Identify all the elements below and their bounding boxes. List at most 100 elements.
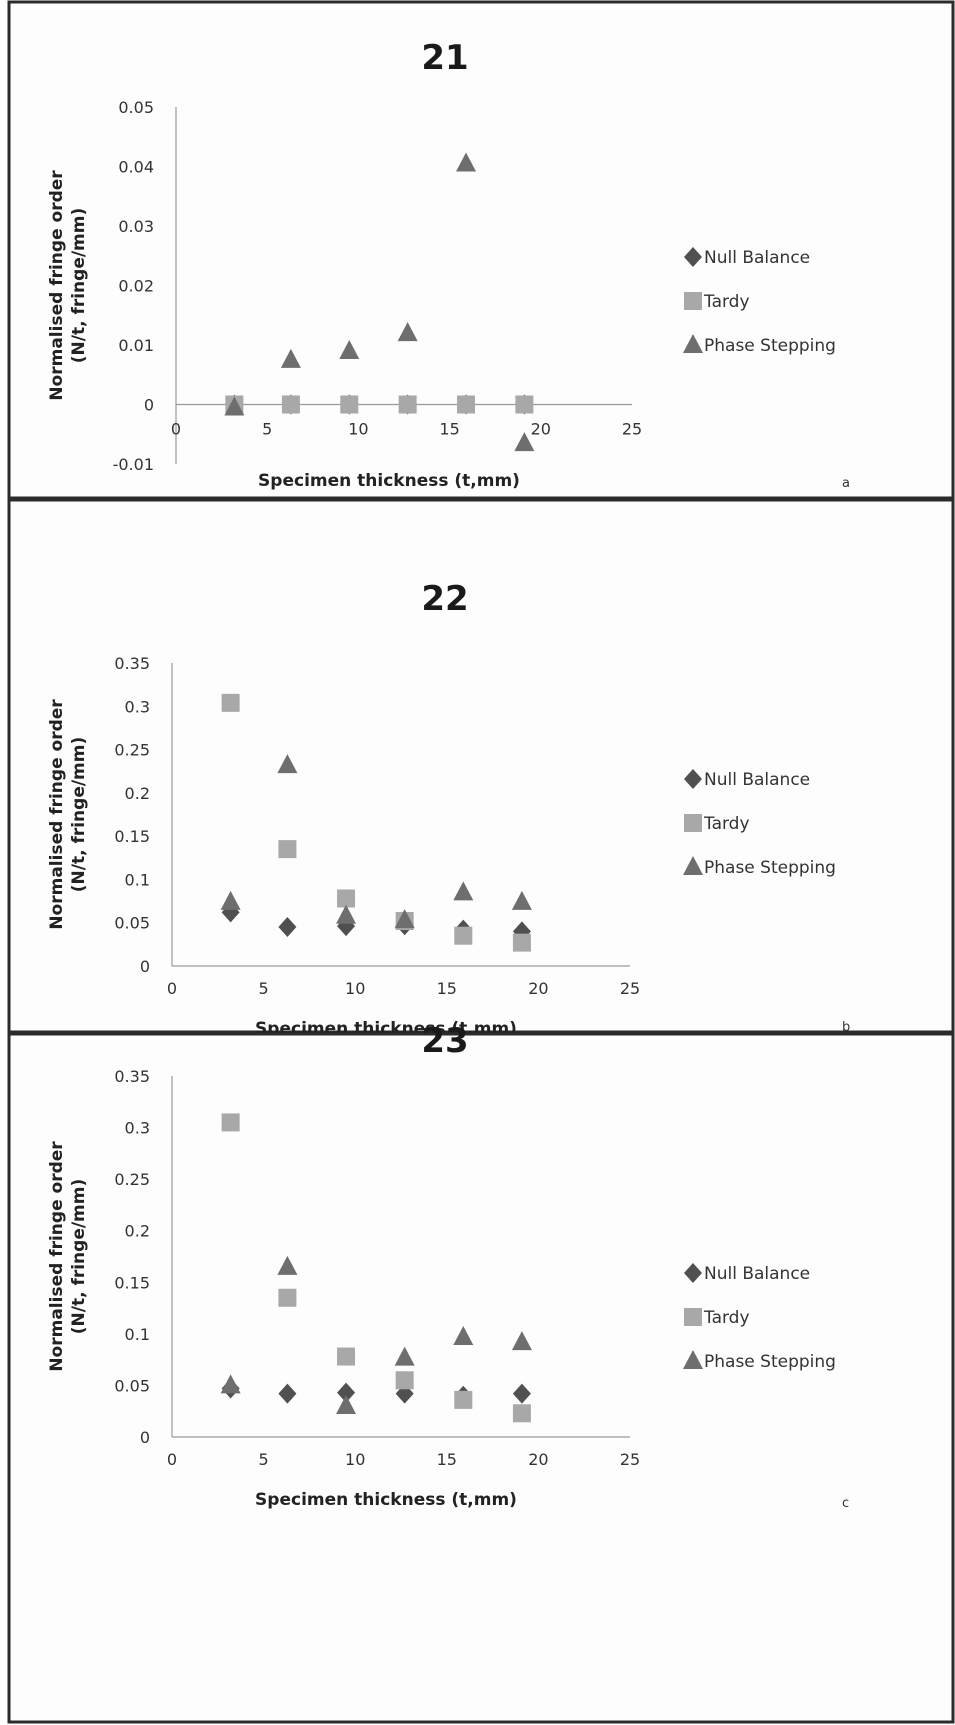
y-tick-label: 0.15 <box>114 827 150 846</box>
data-point <box>278 1288 297 1307</box>
x-tick-label: 5 <box>262 420 272 439</box>
legend-marker <box>683 1350 703 1369</box>
data-point <box>337 1347 356 1366</box>
y-tick-label: 0.2 <box>125 784 150 803</box>
y-tick-label: 0.35 <box>114 1067 150 1086</box>
legend-marker <box>684 1263 702 1283</box>
x-tick-label: 20 <box>528 979 548 998</box>
data-point <box>280 348 301 368</box>
y-tick-label: 0 <box>140 957 150 976</box>
data-point <box>220 890 241 910</box>
data-point <box>394 909 415 929</box>
y-tick-label: 0.03 <box>118 217 154 236</box>
y-tick-label: 0.05 <box>118 98 154 117</box>
data-point <box>336 1395 357 1415</box>
data-point <box>457 395 476 414</box>
y-tick-label: 0 <box>140 1428 150 1447</box>
data-point <box>278 917 297 938</box>
x-tick-label: 5 <box>259 979 269 998</box>
data-point <box>512 1404 531 1423</box>
data-point <box>337 1382 356 1403</box>
series-tardy <box>221 1113 531 1423</box>
x-tick-label: 0 <box>167 1450 177 1469</box>
y-axis-label-line: Normalised fringe order <box>47 1141 67 1372</box>
panel-letter: b <box>842 1020 850 1035</box>
x-tick-label: 20 <box>531 420 551 439</box>
legend-label: Null Balance <box>704 1264 810 1284</box>
x-tick-label: 15 <box>437 1450 457 1469</box>
x-tick-label: 10 <box>345 979 365 998</box>
panel-frame <box>7 1032 955 1724</box>
x-tick-label: 0 <box>171 420 181 439</box>
y-tick-label: 0.35 <box>114 654 150 673</box>
panel-letter: a <box>842 476 850 491</box>
data-point <box>281 395 300 414</box>
legend-marker <box>684 247 702 267</box>
data-point <box>453 881 474 901</box>
data-point <box>395 1371 414 1390</box>
y-tick-label: 0.15 <box>114 1273 150 1292</box>
x-axis-label: Specimen thickness (t,mm) <box>255 1490 517 1510</box>
y-axis-label-line: Normalised fringe order <box>47 699 67 930</box>
x-tick-label: 25 <box>620 1450 640 1469</box>
data-point <box>340 395 359 414</box>
data-point <box>220 1374 241 1394</box>
legend-label: Tardy <box>703 1308 750 1328</box>
y-tick-label: 0.3 <box>125 1119 150 1138</box>
y-tick-label: 0.04 <box>118 158 154 177</box>
data-point <box>278 1383 297 1404</box>
y-tick-label: 0.05 <box>114 1376 150 1395</box>
y-tick-label: 0.1 <box>125 1325 150 1344</box>
data-point <box>221 1113 240 1132</box>
chart-a: 21 -0.01 0 0.01 0.02 0.03 0.04 0.05 0 5 10 15 20 25 Sp… <box>7 0 955 500</box>
x-tick-label: 5 <box>259 1450 269 1469</box>
legend-label: Phase Stepping <box>704 858 836 878</box>
legend-marker <box>684 292 702 310</box>
data-point <box>336 904 357 924</box>
y-axis-label-line: Normalised fringe order <box>47 170 67 401</box>
data-point <box>394 1346 415 1366</box>
legend-marker <box>683 856 703 875</box>
data-point <box>224 396 245 416</box>
legend-marker <box>684 769 702 789</box>
series-phase-stepping <box>220 754 532 929</box>
data-point <box>515 395 534 414</box>
x-tick-label: 25 <box>622 420 642 439</box>
y-tick-label: 0.1 <box>125 870 150 889</box>
y-axis-label: Normalised fringe order (N/t, fringe/mm) <box>47 1141 89 1372</box>
chart-title: 22 <box>421 579 468 619</box>
data-point <box>339 339 360 359</box>
legend-label: Null Balance <box>704 248 810 268</box>
y-tick-label: 0 <box>144 396 154 415</box>
x-tick-label: 0 <box>167 979 177 998</box>
x-tick-label: 15 <box>437 979 457 998</box>
series-phase-stepping <box>224 152 535 452</box>
legend-marker <box>684 814 702 832</box>
data-point <box>278 840 297 859</box>
series-phase-stepping <box>220 1255 532 1415</box>
x-tick-label: 10 <box>345 1450 365 1469</box>
data-point <box>511 1331 532 1351</box>
legend-label: Tardy <box>703 814 750 834</box>
chart-title: 21 <box>421 38 468 78</box>
data-point <box>456 152 477 172</box>
data-point <box>398 395 417 414</box>
y-axis-label-line: (N/t, fringe/mm) <box>69 208 89 364</box>
y-tick-label: 0.02 <box>118 277 154 296</box>
data-point <box>453 1325 474 1345</box>
x-tick-label: 20 <box>528 1450 548 1469</box>
x-tick-label: 25 <box>620 979 640 998</box>
panel-frame <box>7 0 955 500</box>
data-point <box>277 754 298 774</box>
legend-label: Phase Stepping <box>704 336 836 356</box>
data-point <box>454 1390 473 1409</box>
y-axis-label-line: (N/t, fringe/mm) <box>69 737 89 893</box>
data-point <box>514 432 535 452</box>
legend-marker <box>683 334 703 353</box>
data-point <box>397 322 418 342</box>
data-point <box>511 890 532 910</box>
legend-label: Null Balance <box>704 770 810 790</box>
legend-marker <box>684 1308 702 1326</box>
y-axis-label: Normalised fringe order (N/t, fringe/mm) <box>47 699 89 930</box>
